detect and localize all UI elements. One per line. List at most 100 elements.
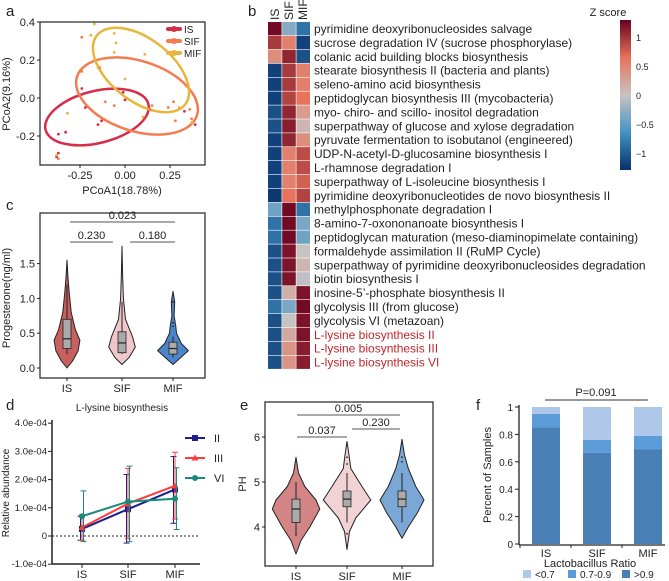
heatmap-cell — [268, 91, 282, 105]
point-SIF — [166, 106, 170, 109]
heatmap-cell — [282, 258, 296, 272]
y-tick-label: 0.6 — [499, 458, 513, 469]
y-tick-label: 4 — [254, 522, 260, 534]
heatmap-cell — [282, 188, 296, 203]
heatmap-cell — [282, 133, 296, 147]
box — [117, 331, 127, 354]
bar-segment-<0.7 — [583, 407, 611, 440]
panel-label: b — [248, 3, 256, 20]
point-SIF — [80, 35, 84, 39]
marker-circle — [79, 513, 85, 520]
point-IS — [123, 98, 127, 102]
colorbar-tick-label: 1 — [636, 33, 641, 43]
row-label: L-rhamnose degradation I — [314, 161, 451, 175]
row-label: colanic acid building blocks biosynthesi… — [314, 50, 528, 64]
heatmap-cell — [268, 188, 282, 203]
bar-segment->0.9 — [583, 452, 611, 544]
point-IS — [193, 123, 197, 126]
y-tick-label: 3.0e-04 — [15, 446, 47, 457]
heatmap-cell — [282, 161, 296, 175]
heatmap-cell — [268, 35, 282, 50]
point-IS — [57, 151, 60, 155]
heatmap-cell — [296, 286, 310, 300]
row-label: superpathway of L-isoleucine biosynthesi… — [314, 175, 545, 189]
heatmap-cell — [282, 327, 296, 342]
row-label: UDP-N-acetyl-D-glucosamine biosynthesis … — [314, 147, 547, 161]
y-tick-label: 0.8 — [499, 430, 513, 441]
x-tick-label: MIF — [166, 569, 185, 581]
row-label: methylphosphonate degradation I — [314, 203, 492, 217]
y-tick-label: 1 — [507, 403, 513, 414]
colorbar-tick-label: −0.5 — [636, 120, 654, 130]
plot-frame — [39, 21, 206, 166]
row-label: pyrimidine deoxyribonucleotides de novo … — [314, 189, 610, 203]
y-tick-label: 0.4 — [499, 485, 513, 496]
point-MIF — [114, 41, 118, 45]
y-tick-label: 1.0 — [20, 293, 35, 305]
heatmap-cell — [296, 341, 310, 355]
x-tick-label: IS — [62, 383, 72, 395]
y-tick-label: 4.0e-04 — [15, 418, 47, 429]
row-label: glycolysis III (from glucose) — [314, 300, 459, 314]
heatmap-cell — [268, 105, 282, 119]
marker-square — [192, 435, 198, 441]
y-axis-label: Percent of Samples — [482, 427, 494, 523]
outlier — [346, 463, 348, 465]
colorbar-tick-label: −1 — [636, 149, 646, 159]
y-tick-label: 0.2 — [499, 513, 513, 524]
point-MIF — [143, 52, 147, 56]
heatmap-cell — [282, 272, 296, 286]
row-label: peptidoglycan maturation (meso-diaminopi… — [314, 231, 638, 245]
confidence-ellipse-SIF — [74, 56, 200, 136]
confidence-ellipse-IS — [43, 87, 151, 147]
y-tick-label: 0.0 — [20, 93, 35, 105]
colorbar — [620, 20, 631, 170]
point-MIF — [141, 115, 145, 119]
panel-label: c — [6, 197, 14, 214]
heatmap-cell — [282, 174, 296, 189]
column-header: MIF — [296, 0, 310, 20]
bar-segment-0.7-0.9 — [583, 439, 611, 453]
heatmap-cell — [296, 147, 310, 161]
p-value: 0.023 — [109, 210, 137, 222]
legend-label: MIF — [184, 49, 201, 60]
row-label: L-lysine biosynthesis II — [314, 328, 435, 342]
box — [62, 318, 72, 349]
point-MIF — [190, 121, 194, 125]
heatmap-cell — [268, 147, 282, 161]
legend-swatch-<0.7 — [523, 570, 531, 578]
x-tick-label: MIF — [639, 548, 658, 560]
heatmap-cell — [282, 244, 296, 258]
outlier — [172, 300, 174, 303]
x-tick-label: 0.00 — [114, 170, 135, 182]
heatmap-cell — [296, 272, 310, 286]
point-SIF — [103, 100, 107, 104]
heatmap-cell — [268, 355, 282, 369]
x-tick-label: IS — [541, 548, 551, 560]
point-SIF — [150, 104, 154, 107]
heatmap-cell — [282, 63, 296, 77]
heatmap-cell — [268, 133, 282, 147]
row-label: superpathway of pyrimidine deoxyribonucl… — [314, 258, 646, 272]
heatmap-cell — [268, 77, 282, 91]
heatmap-cell — [296, 216, 310, 230]
row-label: L-lysine biosynthesis III — [314, 342, 438, 356]
heatmap-cell — [268, 300, 282, 314]
heatmap-cell — [282, 202, 296, 216]
point-MIF — [93, 22, 96, 26]
point-MIF — [96, 66, 100, 69]
y-tick-label: 0.5 — [20, 328, 35, 340]
y-tick-label: 0 — [42, 531, 47, 542]
y-tick-label: 1.5 — [20, 259, 35, 271]
x-tick-label: MIF — [164, 383, 183, 395]
row-label: myo- chiro- and scillo- inositol degrada… — [314, 105, 539, 119]
point-SIF — [190, 117, 194, 121]
outlier — [172, 325, 174, 328]
column-header: IS — [268, 9, 282, 20]
legend-label: >0.9 — [634, 570, 654, 581]
row-label: superpathway of glucose and xylose degra… — [314, 119, 574, 133]
point-IS — [64, 130, 67, 134]
heatmap-cell — [282, 119, 296, 133]
bar-segment->0.9 — [532, 427, 560, 544]
